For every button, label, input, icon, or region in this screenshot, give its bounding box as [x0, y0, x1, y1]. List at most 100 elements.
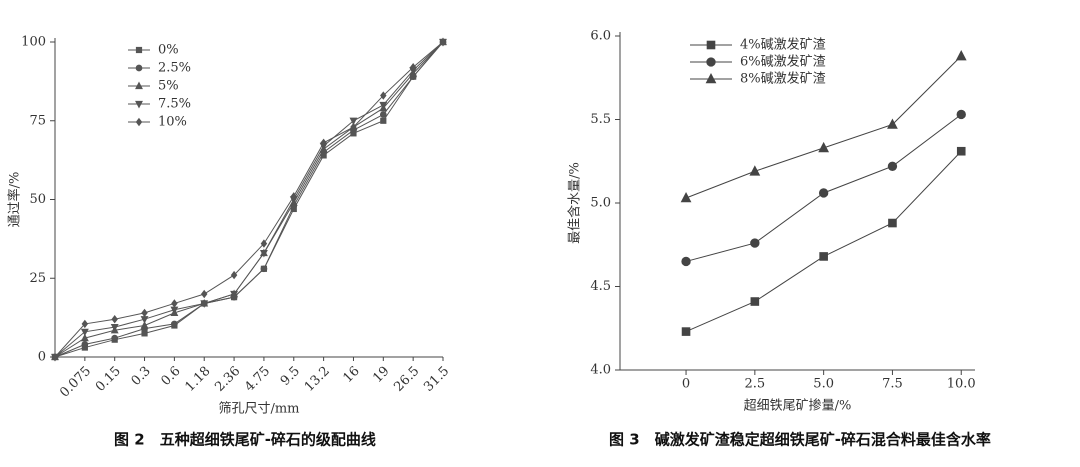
marker: [350, 122, 357, 132]
series-line: [685, 114, 962, 262]
marker: [887, 118, 898, 129]
marker: [956, 109, 966, 120]
marker: [111, 334, 119, 342]
x-tick-label: 9.5: [278, 364, 303, 389]
marker: [80, 333, 89, 342]
y-tick-label: 4.5: [590, 279, 611, 294]
legend-marker: [135, 46, 143, 54]
x-tick-label: 0.6: [158, 364, 183, 389]
marker: [750, 297, 760, 306]
marker: [818, 188, 829, 198]
y-tick-label: 25: [29, 271, 46, 286]
marker: [380, 91, 387, 100]
marker: [955, 50, 967, 61]
marker: [379, 111, 387, 118]
y-axis-title: 通过率/%: [7, 172, 23, 228]
legend-marker: [135, 81, 143, 90]
x-tick-label: 0.15: [93, 364, 124, 395]
marker: [680, 191, 692, 203]
marker: [171, 320, 178, 328]
y-axis-title: 最佳含水量/%: [567, 162, 583, 244]
y-tick-label: 5.0: [590, 196, 611, 211]
marker: [81, 341, 89, 348]
legend-marker: [135, 64, 143, 72]
series-line: [54, 41, 444, 358]
marker: [290, 192, 298, 201]
y-tick-label: 0: [38, 350, 46, 365]
marker: [171, 299, 178, 308]
y-tick-label: 4.0: [590, 363, 611, 378]
legend-label: 8%碱激发矿渣: [740, 71, 826, 87]
x-axis-title: 超细铁尾矿掺量/%: [744, 398, 852, 414]
marker: [111, 314, 118, 324]
marker: [260, 265, 268, 273]
marker: [681, 327, 691, 336]
marker: [230, 270, 238, 280]
legend-label: 6%碱激发矿渣: [740, 54, 826, 70]
legend-marker: [705, 72, 717, 84]
caption: 图 3 碱激发矿渣稳定超细铁尾矿-碎石混合料最佳含水率: [609, 431, 991, 449]
x-tick-label: 31.5: [421, 364, 452, 395]
x-tick-label: 13.2: [302, 364, 333, 395]
marker: [320, 138, 327, 148]
marker: [379, 101, 388, 110]
series-line: [54, 41, 444, 358]
y-tick-label: 100: [21, 35, 46, 50]
x-tick-label: 1.18: [182, 364, 213, 395]
x-tick-label: 0.3: [129, 364, 154, 389]
marker: [230, 290, 239, 299]
marker: [141, 308, 148, 318]
legend-label: 2.5%: [158, 61, 191, 76]
legend-marker: [135, 100, 143, 109]
x-tick-label: 0.075: [57, 364, 94, 401]
marker: [81, 319, 89, 329]
x-tick-label: 0: [682, 377, 690, 392]
y-tick-label: 75: [29, 113, 46, 128]
series-line: [685, 150, 962, 333]
series-line: [54, 41, 444, 358]
x-tick-label: 19: [370, 364, 392, 386]
caption: 图 2 五种超细铁尾矿-碎石的级配曲线: [114, 431, 376, 449]
marker: [349, 117, 358, 126]
marker: [818, 141, 830, 153]
marker: [200, 289, 208, 299]
legend-marker: [135, 117, 143, 127]
marker: [888, 218, 897, 228]
legend-label: 4%碱激发矿渣: [740, 37, 826, 53]
marker: [439, 37, 447, 47]
x-tick-label: 2.5: [745, 377, 766, 392]
marker: [110, 323, 119, 332]
marker: [51, 352, 59, 362]
x-tick-label: 16: [340, 364, 362, 386]
legend-marker: [706, 40, 716, 50]
legend-label: 0%: [158, 43, 179, 58]
y-tick-label: 5.5: [590, 112, 611, 127]
x-axis-title: 筛孔尺寸/mm: [218, 402, 299, 417]
x-tick-label: 7.5: [882, 377, 903, 392]
x-tick-label: 4.75: [242, 364, 273, 395]
marker: [380, 117, 387, 124]
marker: [956, 146, 966, 156]
x-tick-label: 5.0: [813, 377, 834, 392]
marker: [750, 238, 760, 248]
marker: [140, 321, 149, 329]
marker: [259, 249, 268, 258]
marker: [681, 256, 691, 267]
marker: [887, 161, 898, 171]
y-tick-label: 50: [29, 192, 46, 207]
marker: [260, 239, 268, 248]
legend-label: 7.5%: [158, 97, 191, 112]
marker: [200, 300, 209, 308]
x-tick-label: 2.36: [212, 364, 243, 395]
series-line: [54, 41, 444, 358]
legend-label: 10%: [158, 115, 187, 130]
y-tick-label: 6.0: [590, 29, 611, 44]
marker: [749, 165, 761, 176]
x-tick-label: 26.5: [391, 364, 422, 395]
legend-marker: [706, 57, 716, 67]
x-tick-label: 10.0: [947, 377, 976, 392]
marker: [409, 62, 417, 72]
marker: [80, 328, 89, 337]
series-line: [54, 41, 444, 358]
